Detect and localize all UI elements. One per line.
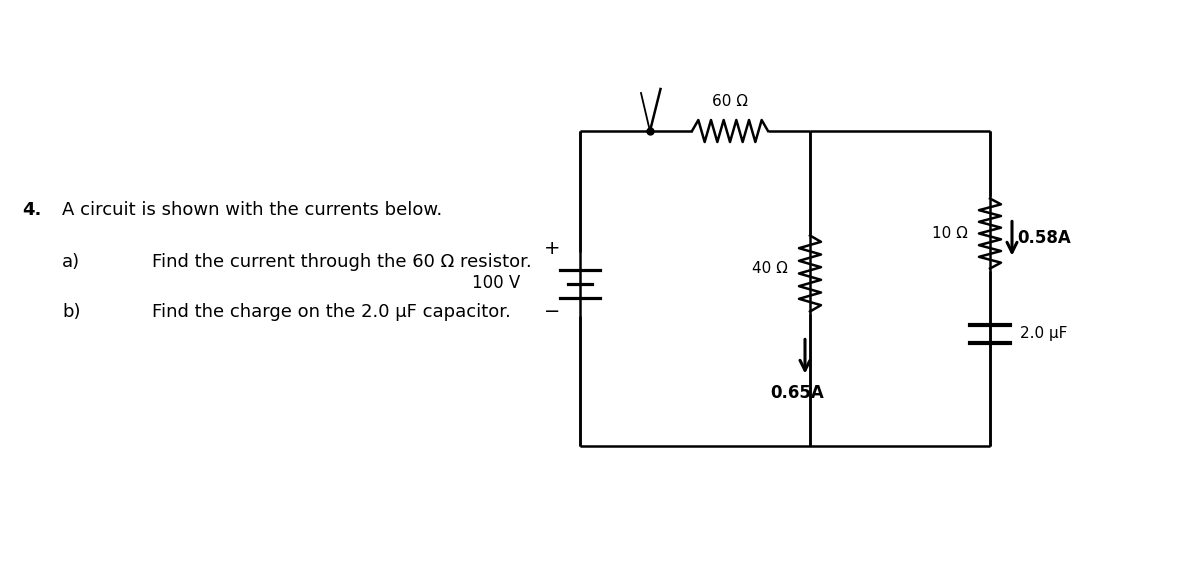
Text: 0.58A: 0.58A: [1018, 229, 1070, 248]
Text: 2.0 μF: 2.0 μF: [1020, 326, 1067, 341]
Text: Find the charge on the 2.0 μF capacitor.: Find the charge on the 2.0 μF capacitor.: [152, 303, 511, 321]
Text: −: −: [544, 302, 560, 321]
Text: Find the current through the 60 Ω resistor.: Find the current through the 60 Ω resist…: [152, 253, 532, 271]
Text: 100 V: 100 V: [472, 274, 520, 292]
Text: a): a): [62, 253, 80, 271]
Text: +: +: [544, 239, 560, 258]
Text: 10 Ω: 10 Ω: [932, 226, 968, 241]
Text: b): b): [62, 303, 80, 321]
Text: A circuit is shown with the currents below.: A circuit is shown with the currents bel…: [62, 201, 443, 219]
Text: 0.65A: 0.65A: [770, 385, 824, 403]
Text: 4.: 4.: [22, 201, 41, 219]
Text: 60 Ω: 60 Ω: [712, 94, 748, 109]
Text: 40 Ω: 40 Ω: [752, 261, 788, 276]
